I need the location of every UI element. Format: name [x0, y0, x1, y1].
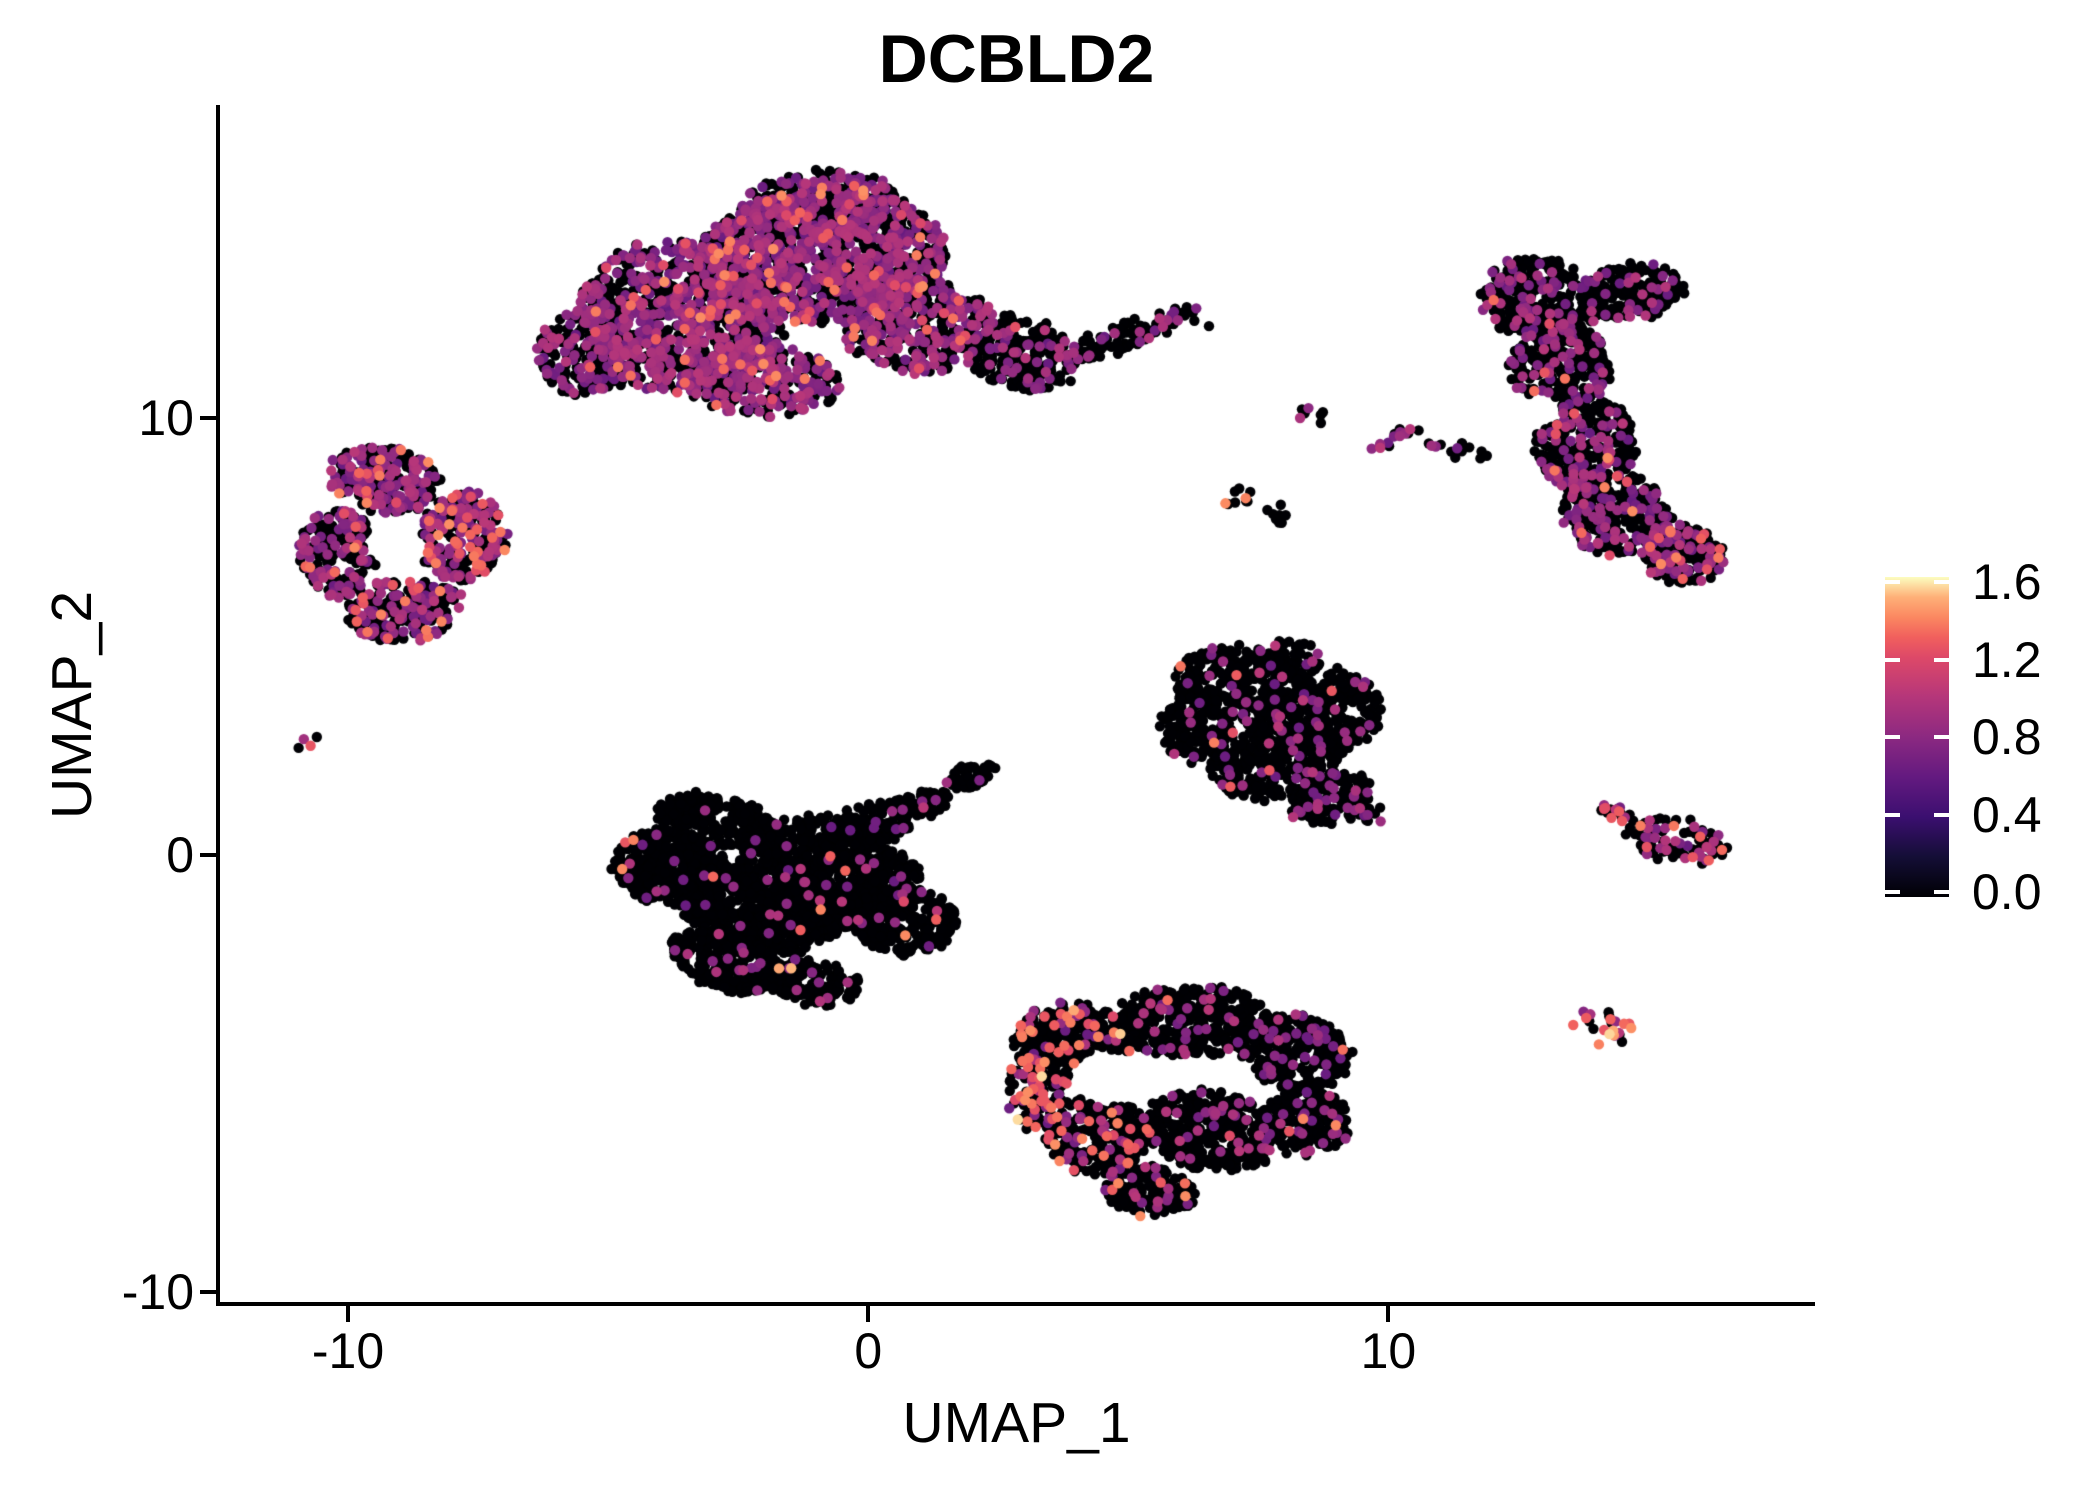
x-tick-label: 0	[854, 1323, 883, 1379]
colorbar-tick-right	[1934, 657, 1949, 662]
colorbar-tick-left	[1885, 580, 1900, 584]
y-axis-title: UMAP_2	[40, 590, 104, 820]
y-tick-label: 10	[138, 389, 194, 446]
y-tick-mark	[200, 415, 216, 420]
colorbar-tick-left	[1885, 735, 1900, 739]
colorbar-tick-label: 1.2	[1972, 631, 2042, 688]
colorbar-tick-label: 0.8	[1972, 709, 2042, 765]
colorbar-tick-label: 0.0	[1972, 864, 2042, 920]
x-axis-title: UMAP_1	[902, 1391, 1131, 1455]
y-tick-mark	[200, 1290, 216, 1294]
plot-title: DCBLD2	[878, 21, 1155, 97]
x-tick-mark	[866, 1306, 871, 1322]
x-tick-label: 10	[1360, 1323, 1417, 1379]
colorbar-tick-right	[1934, 812, 1949, 817]
y-tick-label: -10	[121, 1264, 194, 1320]
y-tick-mark	[200, 852, 216, 857]
x-tick-mark	[1386, 1306, 1391, 1322]
y-tick-label: 0	[166, 826, 194, 883]
colorbar-tick-left	[1885, 890, 1900, 894]
x-tick-mark	[346, 1306, 351, 1322]
colorbar-tick-right	[1934, 580, 1949, 584]
x-tick-label: -10	[311, 1323, 385, 1379]
colorbar-tick-left	[1885, 812, 1900, 817]
colorbar-tick-label: 1.6	[1972, 554, 2042, 610]
colorbar-tick-left	[1885, 657, 1900, 662]
y-axis-line	[216, 105, 220, 1306]
colorbar-tick-right	[1934, 735, 1949, 739]
x-axis-line	[216, 1302, 1815, 1306]
colorbar-tick-right	[1934, 890, 1949, 894]
colorbar-tick-label: 0.4	[1972, 786, 2042, 843]
